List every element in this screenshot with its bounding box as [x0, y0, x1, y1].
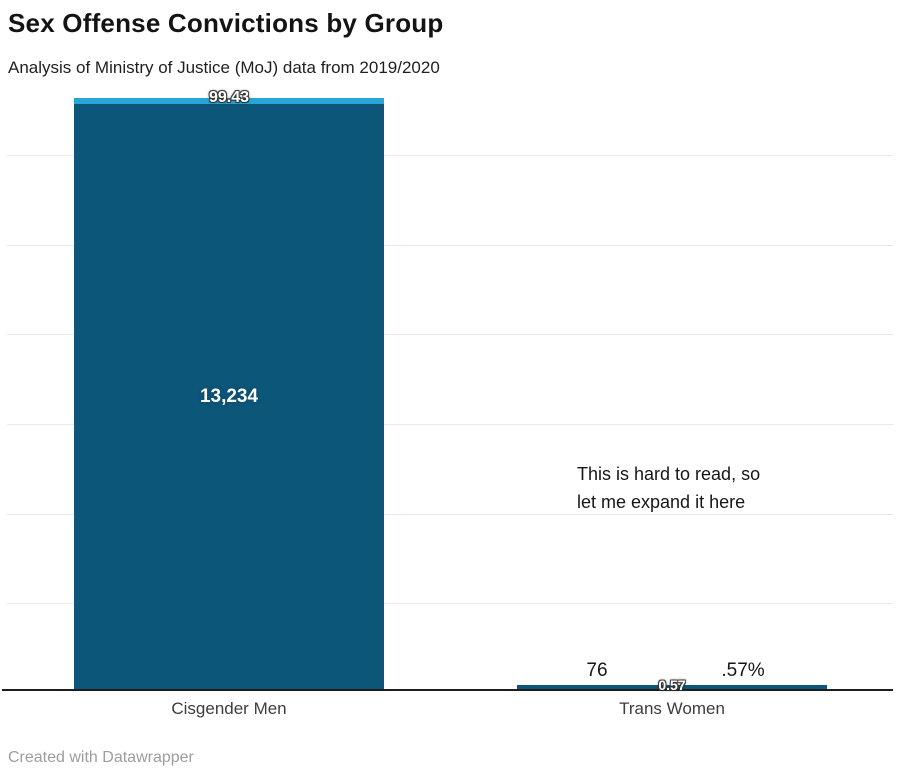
chart-annotation-line-2: let me expand it here [577, 492, 746, 512]
value-label-cis-count: 13,234 [199, 386, 259, 407]
bar-trans-women[interactable] [517, 685, 827, 690]
chart-subtitle: Analysis of Ministry of Justice (MoJ) da… [8, 58, 440, 77]
datawrapper-credit-link[interactable]: Created with Datawrapper [8, 749, 194, 766]
bar-cisgender-men[interactable] [74, 98, 384, 690]
chart-title: Sex Offense Convictions by Group [8, 8, 444, 38]
gridline-2000 [7, 603, 893, 604]
value-label-trans-percent-expanded: .57% [721, 660, 765, 681]
category-label-trans-women: Trans Women [619, 699, 725, 718]
bar-cisgender-men-highlight-segment [74, 98, 384, 104]
gridline-6000 [7, 424, 893, 425]
value-label-trans-percent-on-bar: 0.57 [658, 677, 686, 693]
value-label-trans-count: 76 [586, 660, 608, 681]
gridline-12000 [7, 155, 893, 156]
gridline-10000 [7, 245, 893, 246]
gridline-8000 [7, 334, 893, 335]
gridline-4000 [7, 514, 893, 515]
x-axis-line [2, 689, 893, 691]
category-label-cisgender-men: Cisgender Men [171, 699, 287, 718]
chart-annotation-line-1: This is hard to read, so [577, 464, 761, 484]
value-label-cis-percent: 99.43 [208, 89, 250, 106]
chart-annotation: This is hard to read, so let me expand i… [577, 460, 760, 516]
